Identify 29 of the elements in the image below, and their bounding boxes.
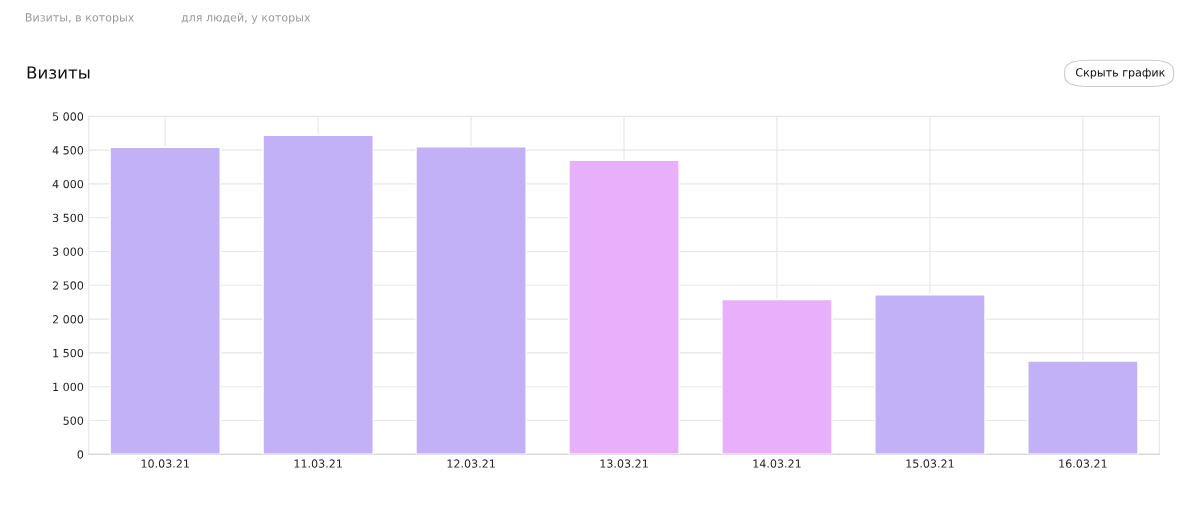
bar [109,146,221,455]
y-tick-label: 1 500 [53,348,84,358]
text: для людей, у которых [181,13,311,24]
x-tick-label: 16.03.21 [1059,459,1107,468]
y-tick-label: 2 500 [52,281,84,290]
y-tick-label: 0 [77,450,84,459]
bar [1027,360,1139,455]
bar [874,294,986,455]
bar [415,146,527,455]
bar [721,298,833,455]
x-tick-label: 13.03.21 [600,459,648,468]
y-tick-label: 4 500 [52,146,84,155]
x-tick-label: 11.03.21 [294,459,342,468]
y-tick-label: 3 000 [52,247,84,256]
x-tick-label: 10.03.21 [141,459,189,468]
text: Визиты, в которых [25,13,135,24]
y-tick-label: 500 [63,416,84,425]
text: Скрыть график [1075,68,1165,79]
y-tick-label: 3 500 [52,213,84,223]
y-tick-label: 2 000 [52,315,84,324]
chart-title: Визиты [27,66,90,79]
x-tick-label: 14.03.21 [753,459,801,468]
x-tick-label: 15.03.21 [906,459,954,468]
y-tick-label: 5 000 [52,112,84,121]
bar [262,134,374,455]
y-tick-label: 1 000 [53,382,84,392]
x-tick-label: 12.03.21 [447,459,495,468]
bar [568,159,680,455]
y-tick-label: 4 000 [52,179,84,189]
